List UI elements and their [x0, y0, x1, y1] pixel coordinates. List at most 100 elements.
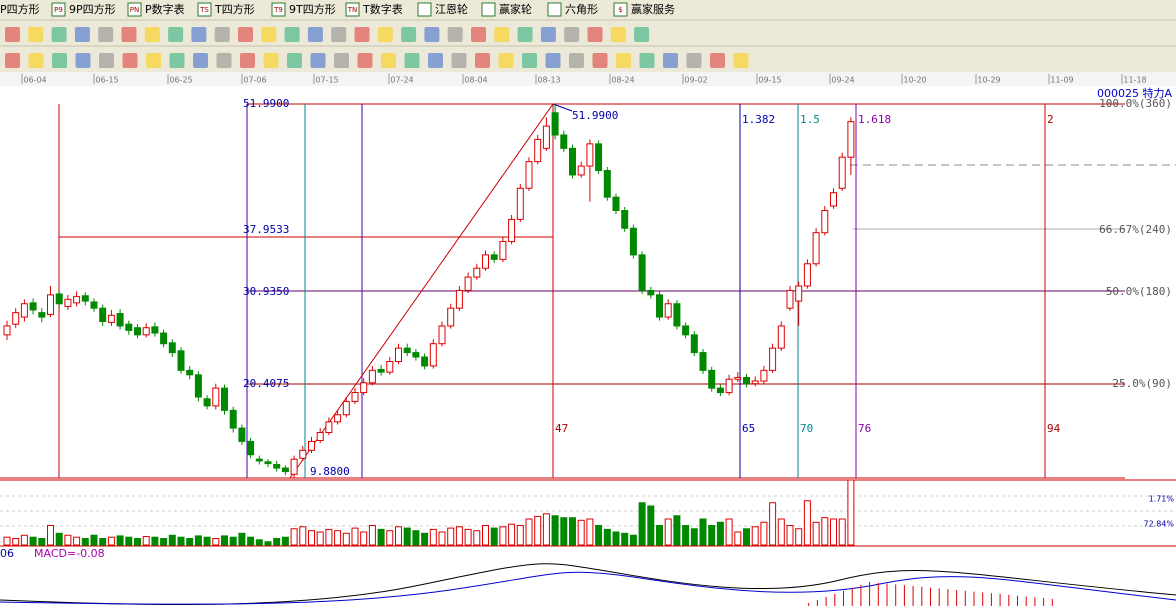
- tool-button[interactable]: [401, 27, 417, 42]
- tool-button[interactable]: [284, 27, 300, 42]
- tool-icon[interactable]: [345, 2, 360, 17]
- candle-body: [116, 313, 124, 327]
- date-axis-bg: [0, 72, 1176, 86]
- volume-bar: [786, 525, 794, 546]
- tool-label[interactable]: 9P四方形: [69, 2, 116, 16]
- tool-button[interactable]: [424, 27, 440, 42]
- tool-button[interactable]: [98, 27, 114, 42]
- tool-button[interactable]: [710, 53, 725, 68]
- tool-button[interactable]: [99, 53, 114, 68]
- tool-icon[interactable]: [547, 2, 562, 17]
- volume-bar: [560, 517, 568, 546]
- tool-button[interactable]: [28, 53, 44, 68]
- volume-bar: [803, 500, 811, 546]
- date-label: 07-06: [243, 76, 266, 85]
- tool-button[interactable]: [168, 27, 184, 42]
- tool-button[interactable]: [475, 53, 490, 68]
- candle-body: [795, 285, 803, 302]
- tool-label[interactable]: P四方形: [0, 2, 40, 16]
- volume-bar: [490, 527, 498, 546]
- tool-button[interactable]: [121, 27, 137, 42]
- tool-button[interactable]: [517, 27, 533, 42]
- tool-button[interactable]: [634, 27, 650, 42]
- tool-button[interactable]: [428, 53, 443, 68]
- tool-button[interactable]: [451, 53, 467, 68]
- tool-button[interactable]: [238, 27, 253, 42]
- tool-button[interactable]: [263, 53, 279, 68]
- tool-icon[interactable]: [271, 2, 286, 17]
- tool-button[interactable]: [587, 27, 603, 42]
- candle-body: [412, 352, 420, 358]
- volume-bar: [569, 517, 576, 546]
- tool-button[interactable]: [494, 27, 510, 42]
- tool-label[interactable]: P数字表: [145, 2, 185, 16]
- tool-label[interactable]: 赢家服务: [631, 2, 675, 16]
- tool-button[interactable]: [287, 53, 302, 68]
- tool-button[interactable]: [75, 53, 91, 68]
- tool-button[interactable]: [261, 27, 277, 42]
- tool-button[interactable]: [146, 53, 161, 68]
- tool-icon[interactable]: [51, 2, 66, 17]
- tool-button[interactable]: [5, 53, 20, 68]
- tool-button[interactable]: [498, 53, 514, 68]
- tool-label[interactable]: 六角形: [565, 3, 598, 16]
- tool-button[interactable]: [569, 53, 584, 68]
- tool-icon[interactable]: [127, 2, 142, 17]
- tool-button[interactable]: [74, 27, 90, 42]
- tool-button[interactable]: [592, 53, 608, 68]
- tool-button[interactable]: [307, 27, 323, 42]
- tool-button[interactable]: [471, 27, 486, 42]
- tool-button[interactable]: [610, 27, 626, 42]
- tool-icon[interactable]: [197, 2, 212, 17]
- tool-button[interactable]: [381, 53, 396, 68]
- tool-button[interactable]: [28, 27, 44, 42]
- tool-button[interactable]: [686, 53, 702, 68]
- candle-body: [690, 334, 698, 354]
- tool-button[interactable]: [193, 53, 208, 68]
- tool-button[interactable]: [216, 53, 232, 68]
- tool-button[interactable]: [733, 53, 749, 68]
- volume-bar: [12, 538, 20, 546]
- tool-icon[interactable]: [481, 2, 496, 17]
- tool-button[interactable]: [354, 27, 370, 42]
- candle-body: [786, 289, 794, 309]
- tool-button[interactable]: [331, 27, 347, 42]
- tool-button[interactable]: [191, 27, 207, 42]
- tool-button[interactable]: [310, 53, 326, 68]
- tool-button[interactable]: [144, 27, 160, 42]
- tool-button[interactable]: [52, 53, 67, 68]
- tool-label[interactable]: 江恩轮: [435, 2, 468, 16]
- volume-bar: [29, 536, 37, 546]
- tool-button[interactable]: [122, 53, 138, 68]
- date-label: 09-24: [831, 76, 854, 85]
- tool-button[interactable]: [447, 27, 463, 42]
- tool-button[interactable]: [663, 53, 678, 68]
- tool-button[interactable]: [522, 53, 537, 68]
- volume-bar: [221, 535, 228, 546]
- candle-body: [577, 165, 585, 176]
- tool-icon[interactable]: [417, 2, 432, 17]
- tool-button[interactable]: [214, 27, 230, 42]
- tool-icon[interactable]: [613, 2, 628, 17]
- tool-button[interactable]: [334, 53, 349, 68]
- tool-button[interactable]: [240, 53, 255, 68]
- tool-button[interactable]: [616, 53, 631, 68]
- date-label: 08-04: [464, 76, 487, 85]
- tool-button[interactable]: [5, 27, 20, 42]
- tool-button[interactable]: [377, 27, 393, 42]
- tool-label[interactable]: 赢家轮: [499, 2, 532, 16]
- tool-button[interactable]: [540, 27, 556, 42]
- price-label: 51.9900: [243, 97, 289, 110]
- tool-button[interactable]: [357, 53, 373, 68]
- tool-button[interactable]: [51, 27, 67, 42]
- tool-button[interactable]: [169, 53, 185, 68]
- tool-label[interactable]: 9T四方形: [289, 2, 336, 16]
- tool-label[interactable]: T数字表: [362, 2, 403, 16]
- fib-label: 2: [1047, 113, 1054, 126]
- tool-button[interactable]: [639, 53, 655, 68]
- candle-body: [603, 170, 611, 198]
- tool-button[interactable]: [564, 27, 580, 42]
- tool-button[interactable]: [404, 53, 420, 68]
- tool-button[interactable]: [545, 53, 561, 68]
- tool-label[interactable]: T四方形: [214, 2, 255, 16]
